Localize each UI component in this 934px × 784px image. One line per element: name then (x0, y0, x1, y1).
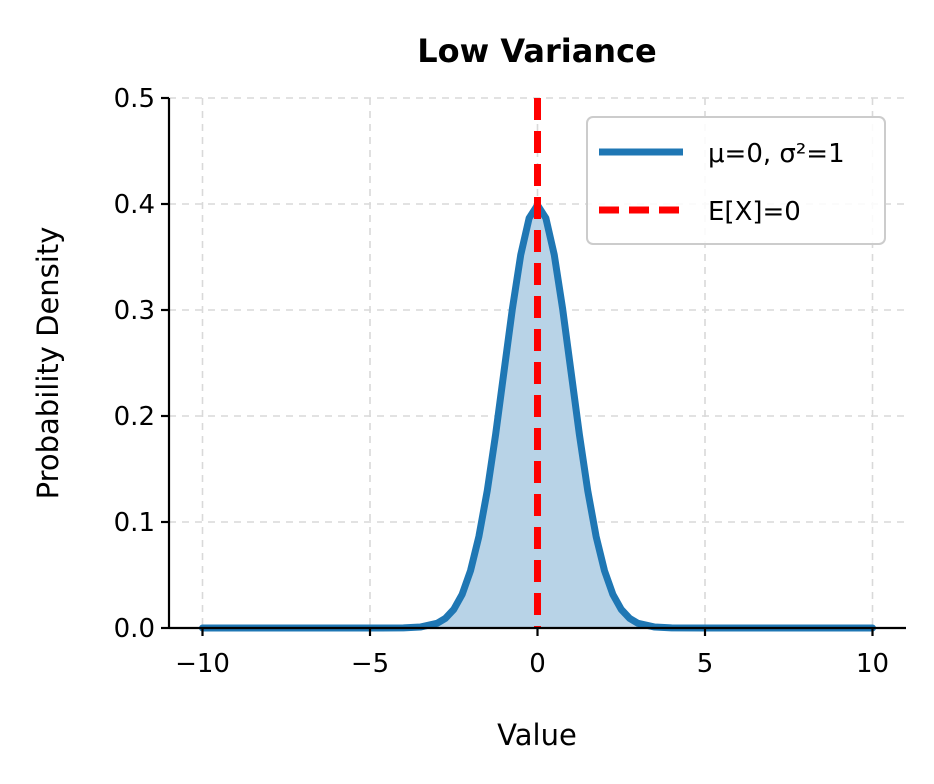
y-tick-label: 0.0 (114, 614, 155, 644)
chart-title: Low Variance (417, 32, 656, 70)
y-axis-label: Probability Density (31, 227, 65, 500)
x-tick-label: 0 (529, 649, 546, 679)
x-tick-label: 10 (856, 649, 889, 679)
tick-labels: −10 −5 0 5 10 0.0 0.1 0.2 0.3 0.4 0.5 (114, 84, 889, 679)
x-tick-label: 5 (697, 649, 714, 679)
y-tick-label: 0.5 (114, 84, 155, 114)
legend: μ=0, σ²=1 E[X]=0 (586, 116, 886, 245)
axes (161, 96, 906, 636)
y-tick-label: 0.4 (114, 190, 155, 220)
x-axis-label: Value (497, 718, 577, 752)
legend-label-mean: E[X]=0 (708, 197, 801, 227)
legend-label-normal: μ=0, σ²=1 (708, 139, 845, 169)
x-tick-label: −10 (175, 649, 230, 679)
y-tick-label: 0.3 (114, 296, 155, 326)
x-tick-label: −5 (351, 649, 389, 679)
y-tick-label: 0.2 (114, 402, 155, 432)
y-tick-label: 0.1 (114, 508, 155, 538)
